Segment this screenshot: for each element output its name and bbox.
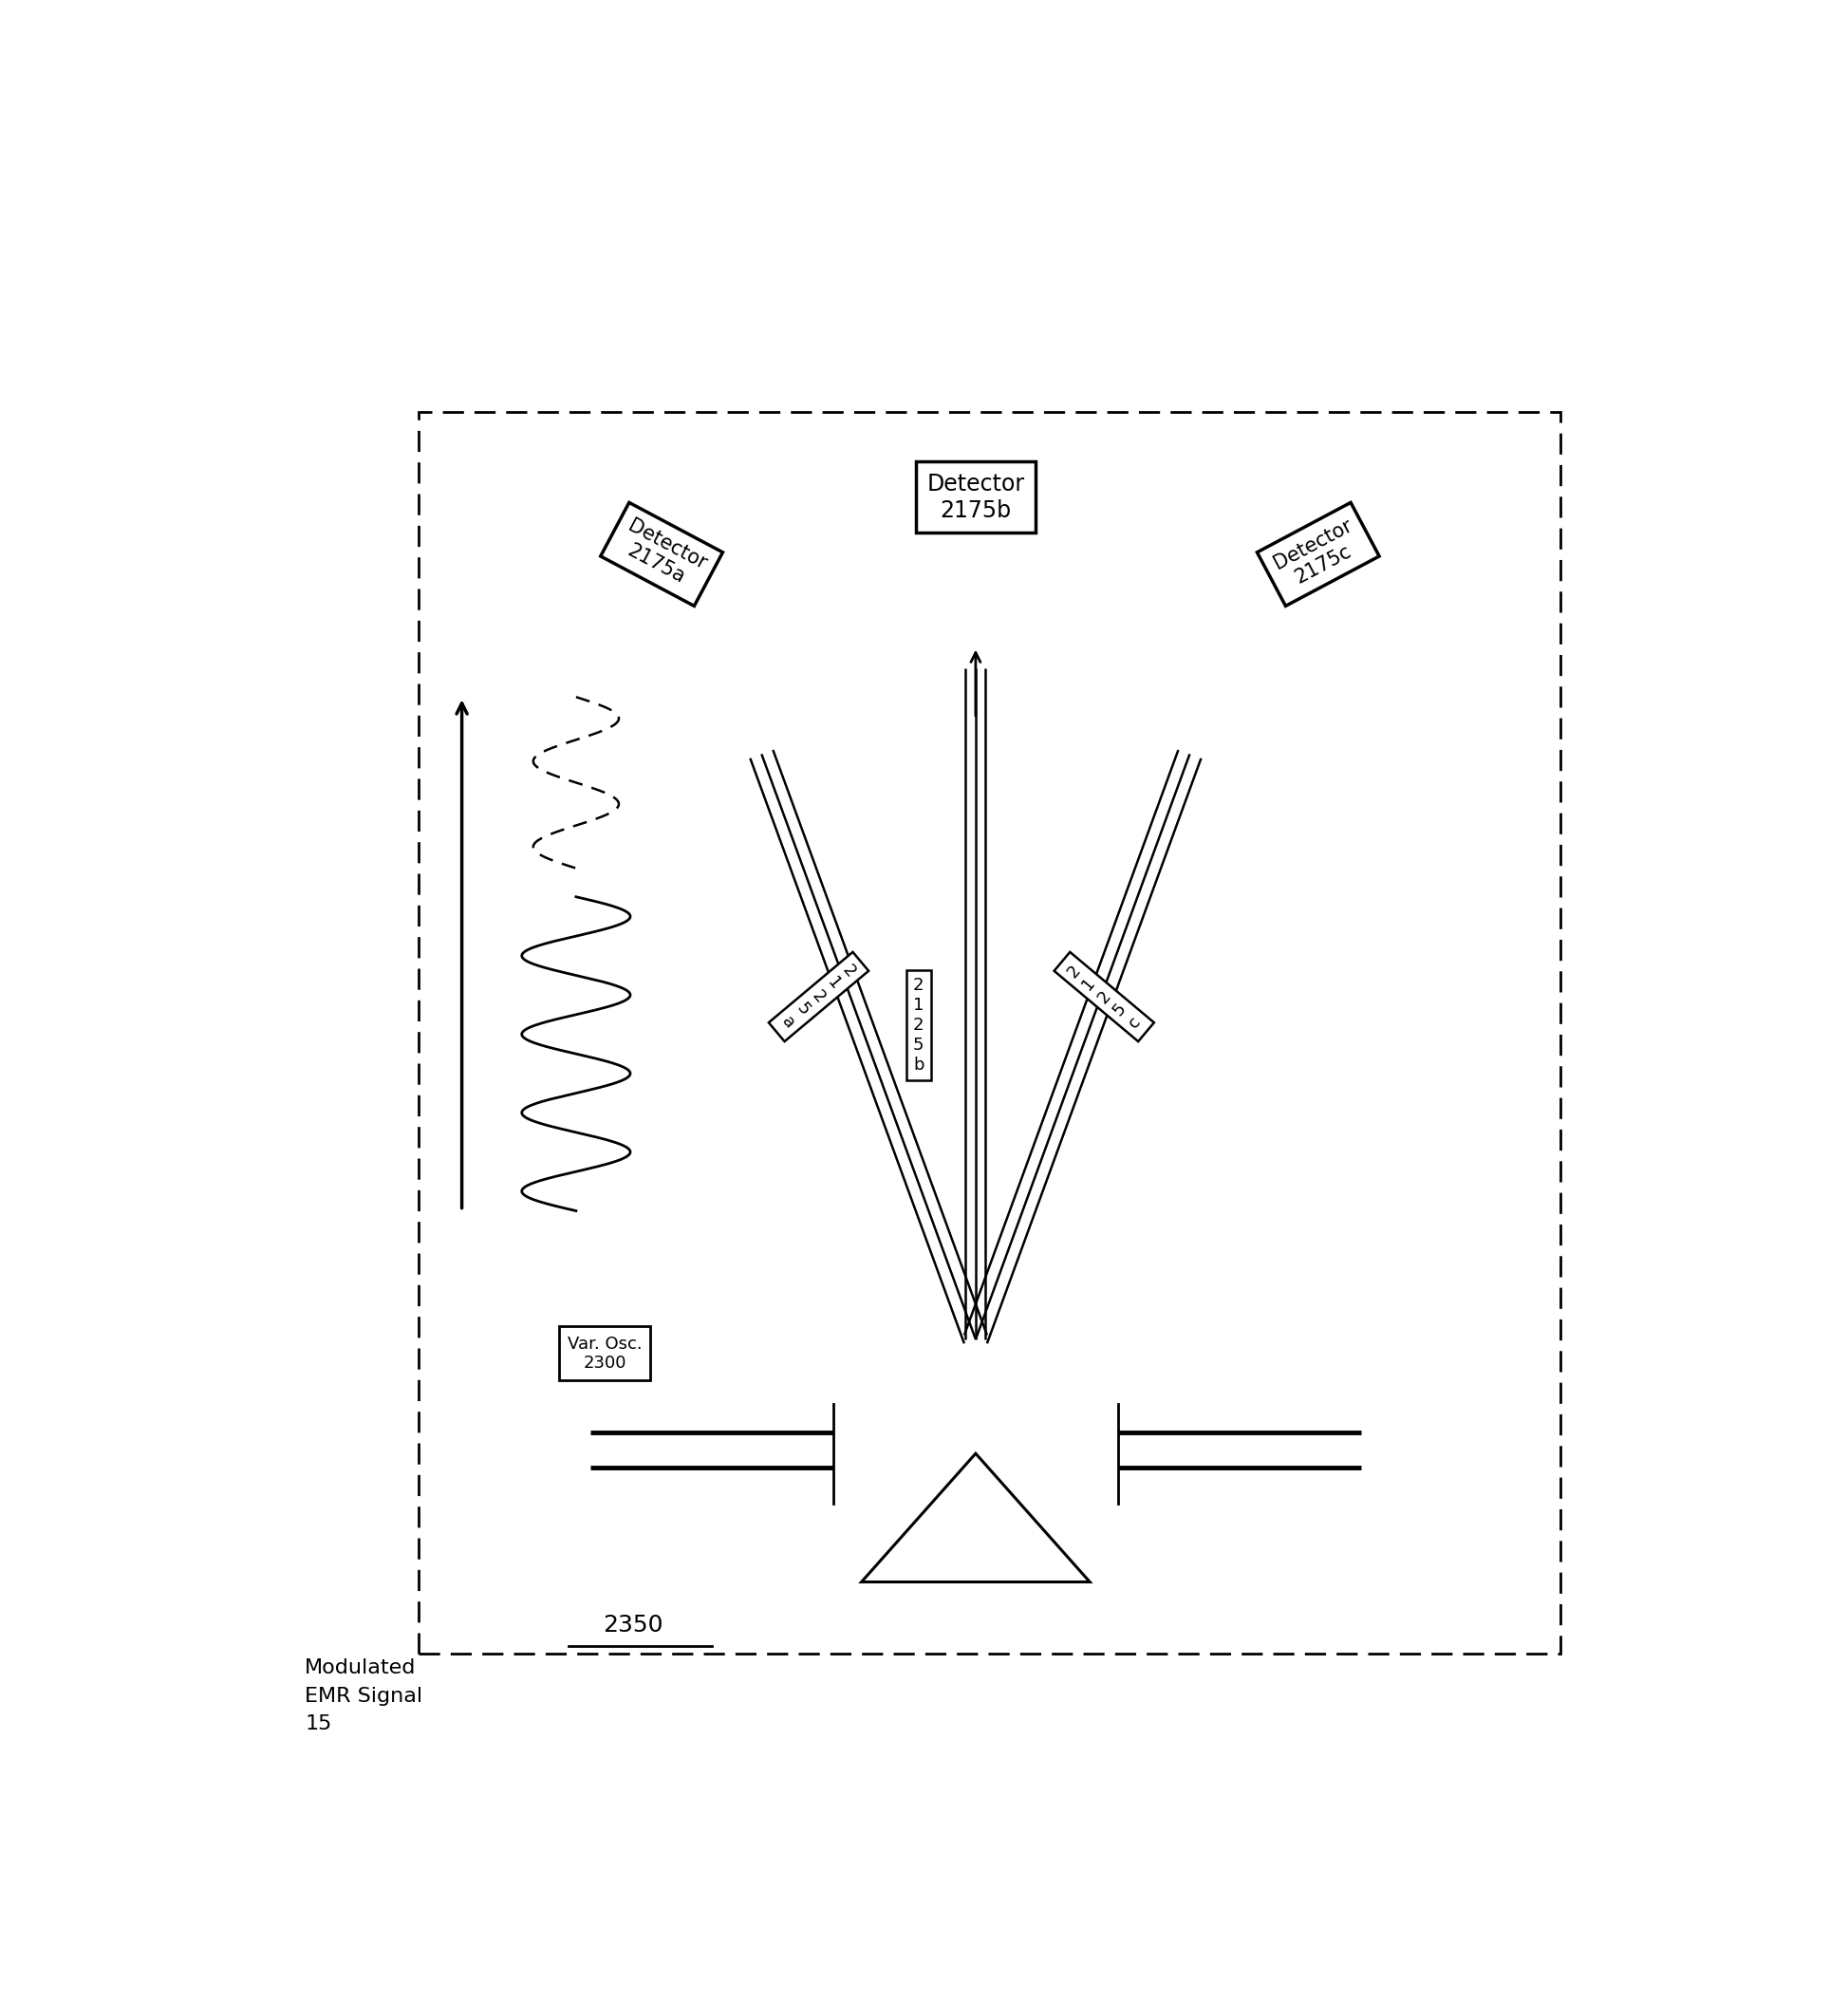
FancyBboxPatch shape xyxy=(419,412,1562,1654)
Text: Detector
2175b: Detector 2175b xyxy=(926,472,1024,523)
Text: 2
1
2
5
b: 2 1 2 5 b xyxy=(913,977,924,1073)
Text: Modulated
EMR Signal
15: Modulated EMR Signal 15 xyxy=(305,1658,423,1734)
Text: 2350: 2350 xyxy=(602,1614,663,1636)
Text: Detector
2175c: Detector 2175c xyxy=(1270,517,1366,593)
Text: Var. Osc.
2300: Var. Osc. 2300 xyxy=(567,1335,641,1371)
Text: 2
1
2
5
a: 2 1 2 5 a xyxy=(778,961,859,1031)
Text: 2
1
2
5
c: 2 1 2 5 c xyxy=(1064,961,1144,1031)
Text: Detector
2175a: Detector 2175a xyxy=(614,517,710,593)
Polygon shape xyxy=(861,1453,1090,1582)
